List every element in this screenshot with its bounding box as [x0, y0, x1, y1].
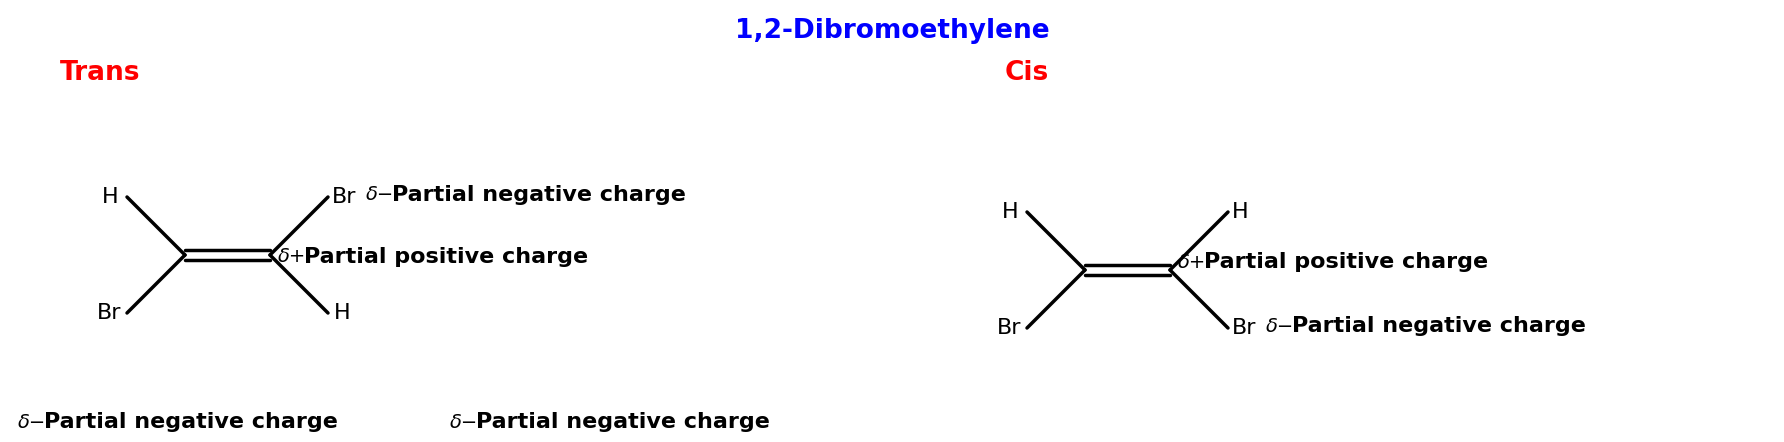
Text: δ−: δ− — [366, 186, 394, 205]
Text: Trans: Trans — [61, 60, 141, 86]
Text: Cis: Cis — [1004, 60, 1049, 86]
Text: H: H — [1233, 202, 1249, 222]
Text: δ−: δ− — [1267, 316, 1293, 335]
Text: Partial negative charge: Partial negative charge — [476, 412, 771, 432]
Text: Br: Br — [1233, 318, 1256, 338]
Text: Br: Br — [997, 318, 1020, 338]
Text: δ+: δ+ — [1177, 252, 1206, 271]
Text: H: H — [102, 187, 120, 207]
Text: Partial negative charge: Partial negative charge — [1292, 316, 1586, 336]
Text: Br: Br — [96, 303, 121, 323]
Text: Partial negative charge: Partial negative charge — [392, 185, 685, 205]
Text: δ+: δ+ — [278, 248, 307, 267]
Text: Br: Br — [332, 187, 357, 207]
Text: Partial positive charge: Partial positive charge — [1204, 252, 1488, 272]
Text: Partial positive charge: Partial positive charge — [303, 247, 589, 267]
Text: H: H — [334, 303, 351, 323]
Text: δ−: δ− — [450, 412, 478, 431]
Text: H: H — [1003, 202, 1019, 222]
Text: Partial negative charge: Partial negative charge — [45, 412, 337, 432]
Text: δ−: δ− — [18, 412, 46, 431]
Text: 1,2-Dibromoethylene: 1,2-Dibromoethylene — [735, 18, 1049, 44]
